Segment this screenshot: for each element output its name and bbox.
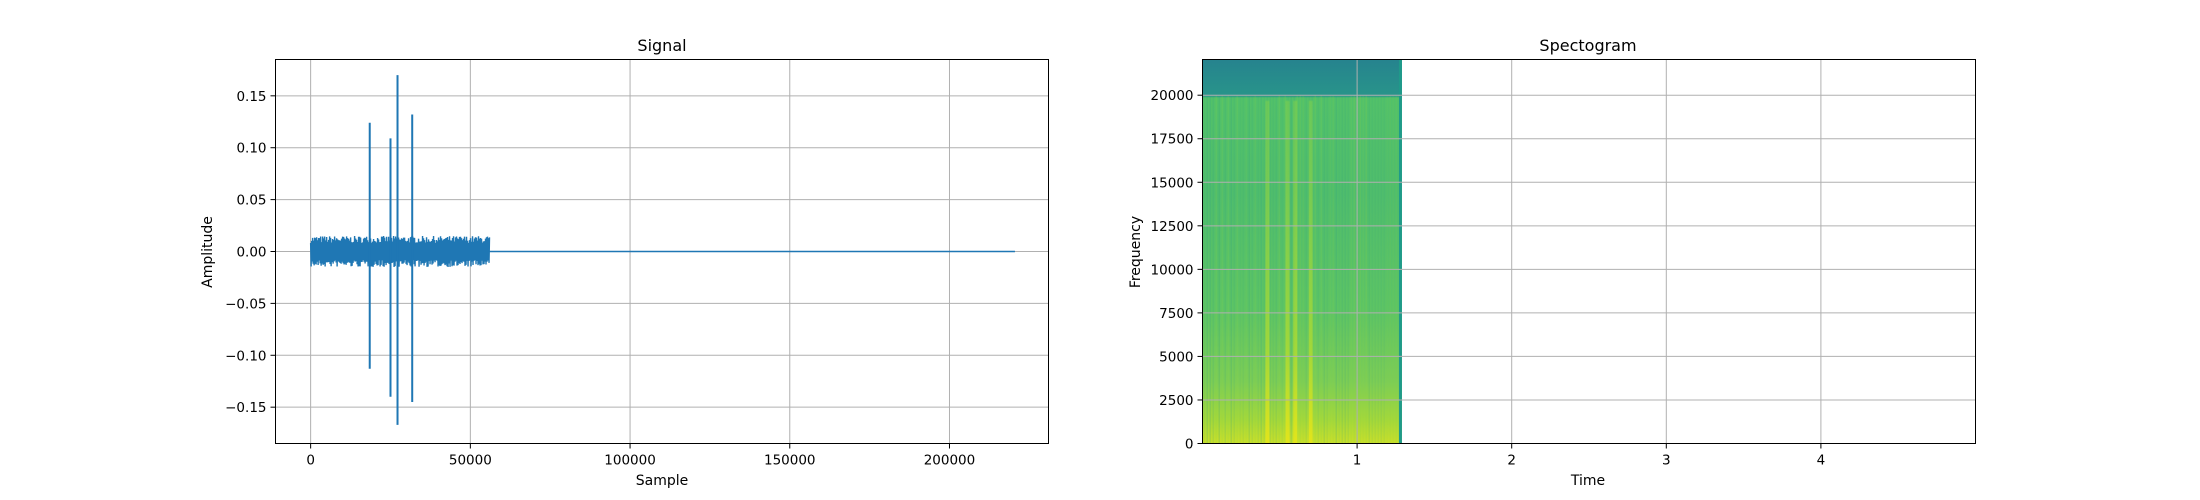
spectrogram-bright-column [1285,59,1290,444]
signal-y-tick-label: 0.05 [236,193,266,209]
spectrogram-bright-column [1308,59,1313,444]
spectrogram-x-tick-label: 1 [1353,453,1362,469]
spectrogram-y-tick-label: 12500 [1151,219,1194,235]
spectrogram-title: Spectogram [1539,36,1636,55]
signal-chart: Signal 0 50000 100000 150000 200000 −0.15 −0.1… [200,36,1049,489]
spectrogram-y-tick-label: 5000 [1159,349,1193,365]
signal-x-tick-label: 50000 [449,453,492,469]
spectrogram-bright-column [1293,59,1298,444]
spectrogram-y-tick-label: 10000 [1151,262,1194,278]
signal-x-tick-label: 100000 [604,453,656,469]
spectrogram-edge [1398,59,1402,444]
signal-y-tick-label: −0.05 [225,296,266,312]
spectrogram-x-tick-label: 3 [1662,453,1671,469]
signal-noise-waveform [309,235,491,268]
spectrogram-ylabel: Frequency [1128,216,1144,288]
signal-x-tick-label: 0 [306,453,315,469]
signal-x-tick-label: 200000 [924,453,976,469]
spectrogram-y-tick-label: 15000 [1151,175,1194,191]
spectrogram-xlabel: Time [1570,473,1605,489]
signal-x-tick-label: 150000 [764,453,816,469]
signal-title: Signal [637,36,686,55]
spectrogram-chart: Spectogram 1 2 3 4 0 2500 5000 7500 10000 12500 15… [1128,36,1976,489]
signal-ylabel: Amplitude [200,216,216,288]
signal-y-tick-label: 0.15 [236,89,266,105]
spectrogram-heatmap [1202,59,1402,444]
signal-y-tick-label: −0.15 [225,400,266,416]
spectrogram-plot-area [1202,59,1976,444]
signal-y-tick-label: 0.00 [236,245,266,261]
spectrogram-bright-column [1265,59,1270,444]
signal-y-tick-label: 0.10 [236,141,266,157]
spectrogram-y-tick-label: 17500 [1151,132,1194,148]
spectrogram-y-tick-label: 2500 [1159,393,1193,409]
signal-xlabel: Sample [636,473,689,489]
spectrogram-x-tick-label: 4 [1817,453,1826,469]
spectrogram-x-tick-label: 2 [1507,453,1516,469]
signal-y-tick-label: −0.10 [225,348,266,364]
spectrogram-y-tick-label: 7500 [1159,306,1193,322]
spectrogram-y-tick-label: 20000 [1151,88,1194,104]
spectrogram-y-tick-label: 0 [1185,437,1194,453]
